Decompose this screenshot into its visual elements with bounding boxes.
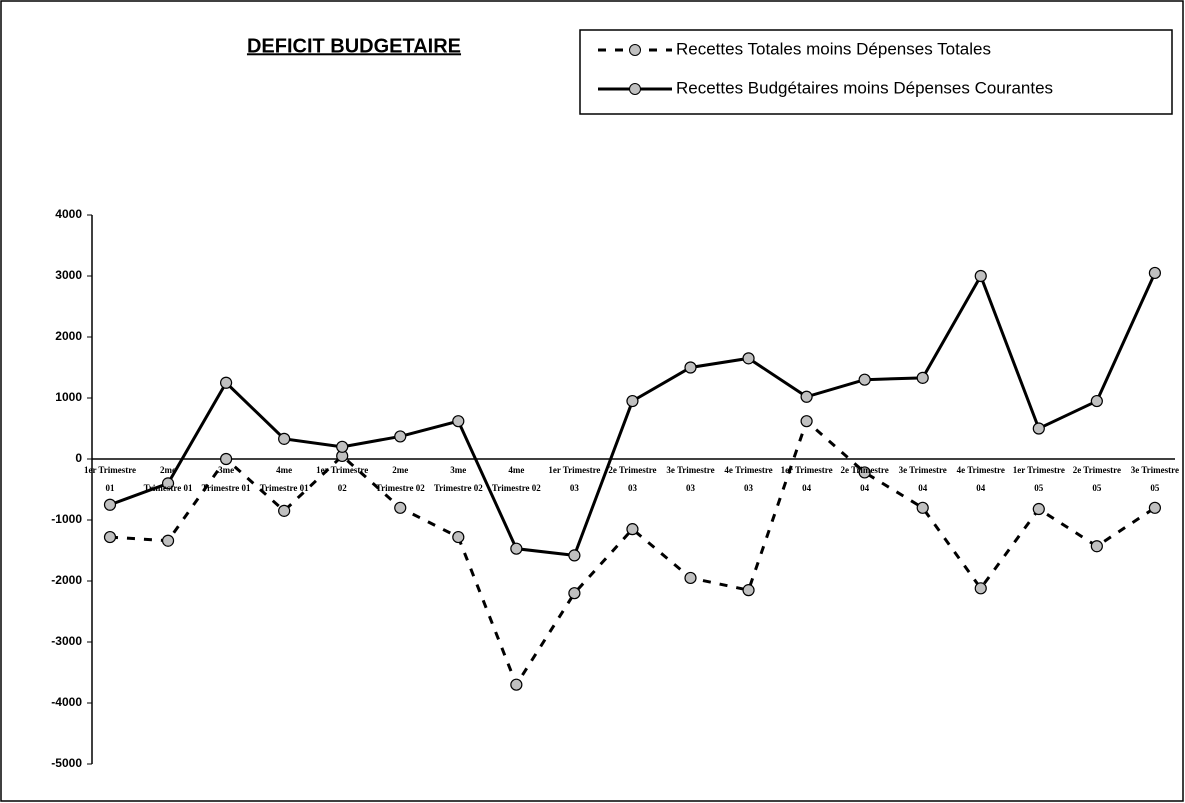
marker bbox=[800, 415, 813, 428]
marker bbox=[858, 466, 871, 479]
x-tick-label: 4e Trimestre 03 bbox=[724, 465, 773, 493]
x-tick-label: 1er Trimestre 02 bbox=[316, 465, 369, 493]
marker bbox=[336, 440, 349, 453]
x-tick-label: 2e Trimestre 04 bbox=[840, 465, 889, 493]
y-tick-label: 0 bbox=[75, 451, 82, 465]
legend-label: Recettes Budgétaires moins Dépenses Cour… bbox=[676, 78, 1053, 97]
marker bbox=[568, 587, 581, 600]
marker bbox=[974, 582, 987, 595]
marker bbox=[1032, 422, 1045, 435]
x-tick-label: 2e Trimestre 05 bbox=[1072, 465, 1121, 493]
x-tick-label: 4me Trimestre 02 bbox=[491, 465, 541, 493]
y-tick-label: 4000 bbox=[55, 207, 82, 221]
marker bbox=[742, 352, 755, 365]
marker bbox=[452, 530, 465, 544]
marker bbox=[220, 452, 233, 466]
marker bbox=[278, 432, 291, 445]
x-tick-label: 4e Trimestre 04 bbox=[956, 465, 1005, 493]
marker bbox=[916, 371, 929, 384]
marker bbox=[916, 501, 929, 514]
marker bbox=[1090, 394, 1103, 408]
y-tick-label: -5000 bbox=[51, 756, 82, 770]
legend-marker bbox=[629, 83, 641, 95]
marker bbox=[684, 571, 697, 585]
x-tick-label: 3me Trimestre 02 bbox=[433, 465, 483, 493]
marker bbox=[974, 269, 987, 283]
x-tick-label: 1er Trimestre 05 bbox=[1012, 465, 1065, 493]
legend-label: Recettes Totales moins Dépenses Totales bbox=[676, 39, 991, 58]
x-tick-label: 3me Trimestre 01 bbox=[201, 465, 251, 493]
marker bbox=[568, 549, 581, 562]
y-tick-label: 3000 bbox=[55, 268, 82, 282]
marker bbox=[510, 678, 523, 691]
marker bbox=[684, 361, 697, 374]
x-tick-label: 2me Trimestre 02 bbox=[375, 465, 425, 493]
y-tick-label: -3000 bbox=[51, 634, 82, 648]
y-tick-label: -2000 bbox=[51, 573, 82, 587]
x-tick-label: 2e Trimestre 03 bbox=[608, 465, 657, 493]
marker bbox=[220, 376, 233, 389]
x-tick-label: 3e Trimestre 03 bbox=[666, 465, 715, 493]
y-tick-label: 2000 bbox=[55, 329, 82, 343]
marker bbox=[1148, 501, 1162, 514]
marker bbox=[103, 530, 117, 544]
marker bbox=[510, 542, 523, 555]
marker bbox=[1148, 266, 1162, 280]
legend-marker bbox=[629, 44, 641, 56]
marker bbox=[858, 373, 871, 386]
chart-title: DEFICIT BUDGETAIRE bbox=[247, 35, 461, 57]
x-tick-label: 4me Trimestre 01 bbox=[259, 465, 309, 493]
y-tick-label: 1000 bbox=[55, 390, 82, 404]
marker bbox=[626, 394, 639, 408]
marker bbox=[394, 430, 407, 443]
x-tick-label: 2me Trimestre 01 bbox=[143, 465, 193, 493]
legend bbox=[579, 29, 1173, 115]
marker bbox=[394, 501, 407, 514]
x-tick-label: 1er Trimestre 03 bbox=[548, 465, 601, 493]
marker bbox=[1032, 502, 1045, 516]
x-tick-label: 3e Trimestre 05 bbox=[1130, 465, 1179, 493]
x-tick-label: 1er Trimestre 04 bbox=[780, 465, 833, 493]
marker bbox=[103, 498, 117, 511]
marker bbox=[452, 415, 465, 428]
marker bbox=[278, 504, 291, 517]
marker bbox=[161, 534, 175, 547]
y-tick-label: -1000 bbox=[51, 512, 82, 526]
x-tick-label: 3e Trimestre 04 bbox=[898, 465, 947, 493]
x-tick-label: 1er Trimestre 01 bbox=[83, 465, 137, 493]
marker bbox=[1090, 540, 1103, 553]
y-tick-label: -4000 bbox=[51, 695, 82, 709]
marker bbox=[742, 584, 755, 597]
marker bbox=[161, 477, 175, 490]
marker bbox=[626, 523, 639, 536]
marker bbox=[800, 390, 813, 403]
